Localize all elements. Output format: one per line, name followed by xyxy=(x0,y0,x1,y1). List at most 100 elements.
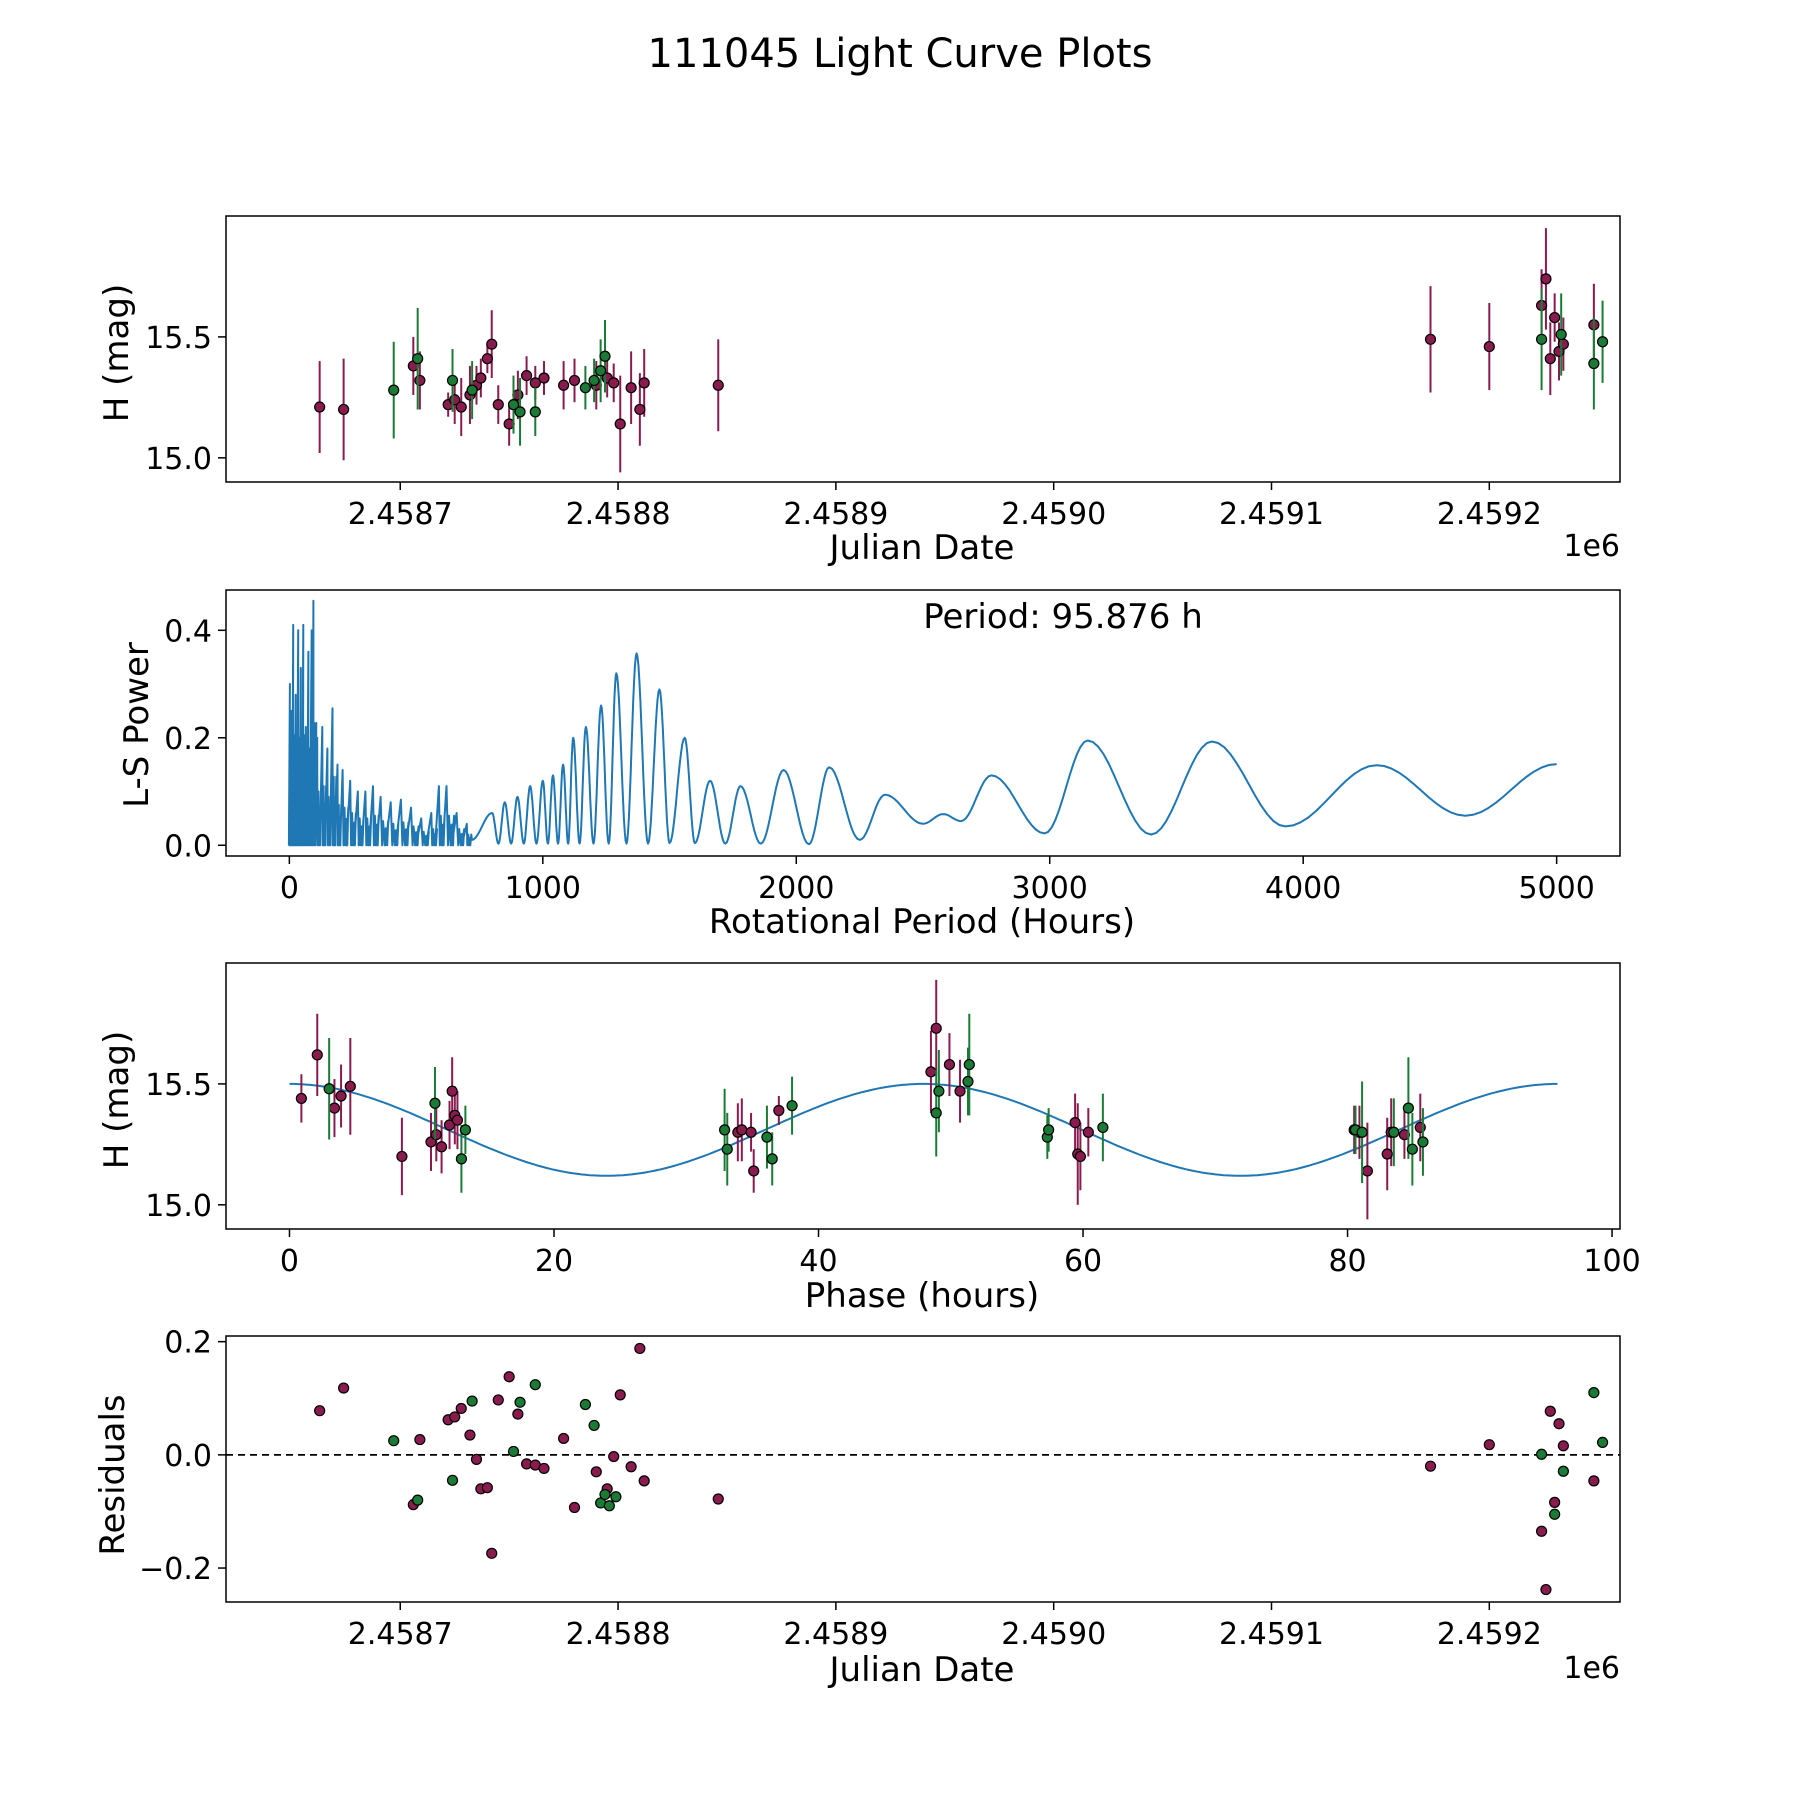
p1-data-point xyxy=(412,353,424,365)
p4-data-point xyxy=(558,1432,570,1445)
p3-data-point xyxy=(954,1085,966,1097)
p3-data-point xyxy=(773,1104,785,1117)
p3-data-point xyxy=(1402,1102,1414,1114)
p3-data-point xyxy=(451,1114,464,1126)
p3-data-point xyxy=(930,1107,942,1119)
panel4-offset-label: 1e6 xyxy=(1563,1651,1620,1686)
p1-data-point xyxy=(1557,338,1569,350)
p1-data-point xyxy=(568,374,581,387)
periodogram-line xyxy=(287,599,1557,847)
p4-data-point xyxy=(614,1389,626,1401)
p1-data-point xyxy=(529,406,541,418)
p1-data-point xyxy=(1535,333,1548,345)
p3-data-point xyxy=(943,1058,956,1071)
p4-data-point xyxy=(1549,1508,1561,1520)
p1-data-point xyxy=(466,384,478,396)
p4-data-point xyxy=(1557,1465,1569,1477)
p3-xtick-label: 60 xyxy=(1064,1244,1102,1279)
p1-axes-frame xyxy=(225,215,1621,483)
p2-ytick-label: 0.2 xyxy=(164,722,212,757)
panel1-xlabel: Julian Date xyxy=(828,528,1015,568)
p1-data-point xyxy=(520,370,533,382)
p1-xtick-label: 2.4590 xyxy=(1001,497,1106,532)
p1-data-point xyxy=(1424,333,1437,345)
p3-data-point xyxy=(745,1126,757,1138)
p4-data-point xyxy=(1540,1583,1552,1596)
p1-xtick-label: 2.4587 xyxy=(348,497,453,532)
p4-data-point xyxy=(481,1482,493,1494)
p4-ytick-label: 0.2 xyxy=(164,1326,212,1361)
p4-xtick-label: 2.4591 xyxy=(1219,1617,1324,1652)
p2-ytick-label: 0.0 xyxy=(164,829,212,864)
p4-data-point xyxy=(464,1429,476,1441)
panel1-offset-label: 1e6 xyxy=(1563,529,1620,564)
p3-data-point xyxy=(925,1066,937,1078)
p4-data-point xyxy=(1553,1418,1565,1430)
p3-ytick-label: 15.5 xyxy=(145,1068,212,1103)
p3-data-point xyxy=(396,1150,408,1163)
p3-data-point xyxy=(1417,1136,1429,1148)
p3-data-point xyxy=(1398,1129,1411,1141)
p4-xtick-label: 2.4592 xyxy=(1437,1617,1542,1652)
p2-xtick-label: 2000 xyxy=(758,871,834,906)
p3-data-point xyxy=(459,1124,471,1136)
p3-data-point xyxy=(1406,1143,1418,1155)
p3-data-point xyxy=(963,1058,975,1071)
panel3-xlabel: Phase (hours) xyxy=(805,1276,1039,1316)
p3-xtick-label: 40 xyxy=(799,1244,837,1279)
p4-data-point xyxy=(470,1453,483,1465)
p3-xtick-label: 0 xyxy=(280,1244,299,1279)
panel-periodogram: L-S Power Rotational Period (Hours) Peri… xyxy=(117,589,1621,942)
p1-data-point xyxy=(338,403,350,416)
p4-ytick-label: 0.0 xyxy=(164,1439,212,1474)
p4-xtick-label: 2.4588 xyxy=(566,1617,671,1652)
p3-xtick-label: 100 xyxy=(1583,1244,1640,1279)
p4-data-point xyxy=(1588,1475,1600,1487)
p3-data-point xyxy=(930,1022,942,1034)
p4-data-point xyxy=(314,1405,326,1417)
p2-xtick-label: 5000 xyxy=(1518,871,1594,906)
p1-data-point xyxy=(1555,328,1567,341)
panel2-plot-area: 0 1000 2000 3000 4000 5000 0.0 0.2 0.4 xyxy=(164,589,1621,906)
p4-data-point xyxy=(608,1450,620,1463)
p1-data-point xyxy=(608,377,620,389)
p3-data-point xyxy=(1043,1124,1055,1136)
p4-data-point xyxy=(414,1433,426,1446)
p1-data-point xyxy=(455,401,467,413)
p4-data-point xyxy=(579,1398,591,1411)
p4-data-point xyxy=(610,1491,622,1503)
p3-data-point xyxy=(446,1085,458,1097)
p4-xtick-label: 2.4590 xyxy=(1001,1617,1106,1652)
p3-data-point xyxy=(311,1049,323,1061)
p1-data-point xyxy=(634,403,646,416)
p4-data-point xyxy=(568,1501,581,1514)
p1-data-point xyxy=(595,365,607,377)
p3-data-point xyxy=(736,1124,748,1136)
panel1-ylabel: H (mag) xyxy=(97,284,137,422)
p3-data-point xyxy=(1361,1165,1373,1177)
p4-data-point xyxy=(538,1462,550,1475)
panel1-plot-area: 2.4587 2.4588 2.4589 2.4590 2.4591 2.4592 15.0… xyxy=(145,215,1621,532)
p1-data-point xyxy=(1588,357,1600,370)
p4-data-point xyxy=(1544,1405,1556,1417)
p4-data-point xyxy=(638,1475,650,1487)
p3-data-point xyxy=(1069,1116,1081,1129)
p3-data-point xyxy=(435,1141,448,1153)
p1-ytick-label: 15.5 xyxy=(145,321,212,356)
p3-data-point xyxy=(1074,1150,1086,1163)
p1-data-point xyxy=(614,418,626,430)
p4-data-point xyxy=(492,1394,504,1406)
p3-data-point xyxy=(748,1165,760,1177)
p1-xtick-label: 2.4588 xyxy=(566,497,671,532)
panel4-plot-area: 2.4587 2.4588 2.4589 2.4590 2.4591 2.4592 −0.2… xyxy=(139,1326,1621,1652)
p1-data-point xyxy=(475,372,487,384)
p4-ytick-label: −0.2 xyxy=(139,1552,212,1587)
p4-axes-frame xyxy=(225,1335,1621,1603)
p3-data-point xyxy=(1356,1126,1368,1138)
p4-data-point xyxy=(1535,1448,1548,1460)
p1-data-point xyxy=(414,374,426,387)
figure-title: 111045 Light Curve Plots xyxy=(648,31,1153,77)
p3-data-point xyxy=(335,1090,347,1102)
